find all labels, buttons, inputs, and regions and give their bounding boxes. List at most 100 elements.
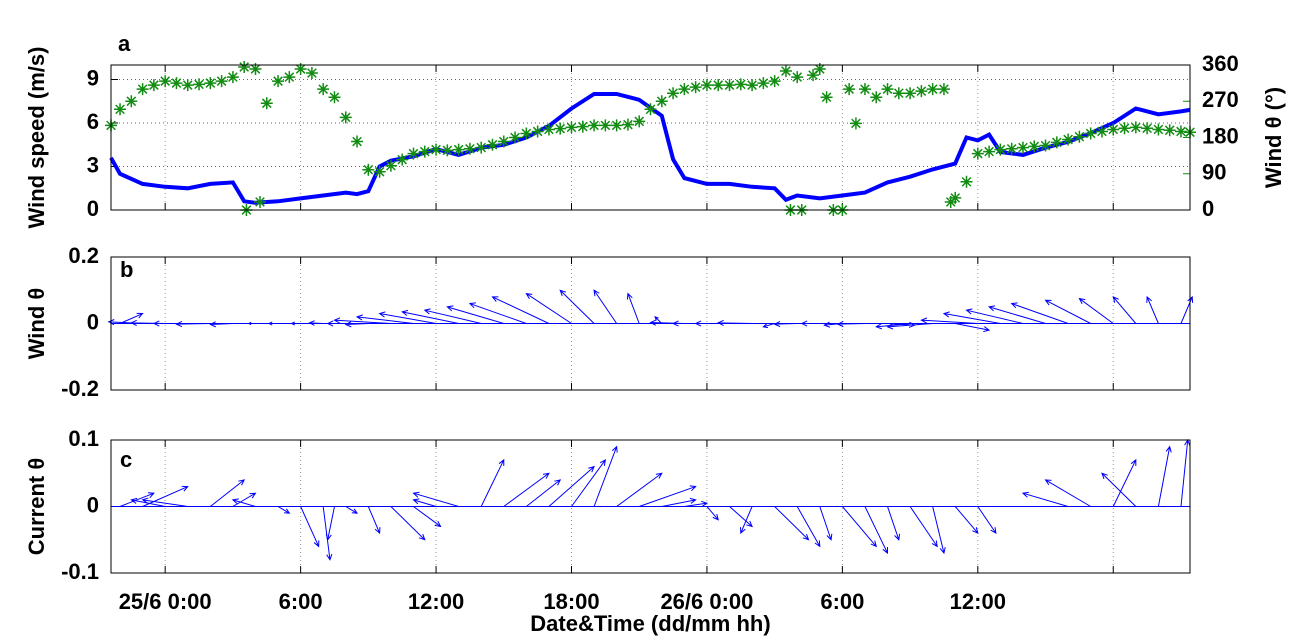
direction-marker — [159, 75, 172, 88]
vector-arrow — [1044, 299, 1091, 324]
vector-arrow — [390, 506, 426, 541]
vector-arrow — [231, 498, 256, 507]
direction-marker — [807, 69, 820, 82]
vector-arrow — [661, 497, 697, 507]
vector-arrow — [864, 506, 889, 555]
y-tick-label: 3 — [87, 152, 99, 177]
direction-marker — [1141, 122, 1154, 135]
vector-arrow — [706, 506, 719, 521]
y2-tick-label: 360 — [1202, 51, 1239, 76]
direction-marker — [1062, 133, 1075, 146]
x-tick-label: 12:00 — [408, 589, 464, 614]
vector-arrow — [559, 289, 595, 324]
vector-arrow — [1021, 491, 1069, 507]
direction-marker — [238, 61, 251, 74]
vector-arrow — [480, 458, 505, 507]
vector-arrow — [367, 506, 381, 535]
vector-arrow — [1157, 445, 1172, 507]
vector-arrow — [1101, 472, 1137, 507]
direction-marker — [193, 78, 206, 91]
vector-arrow — [942, 311, 1001, 324]
direction-marker — [565, 121, 578, 134]
direction-marker — [983, 145, 996, 158]
x-tick-label: 6:00 — [279, 589, 323, 614]
vector-arrow — [548, 465, 595, 507]
x-tick-label: 12:00 — [950, 589, 1006, 614]
vector-arrow — [909, 506, 938, 548]
vector-arrow — [446, 305, 504, 324]
direction-marker — [384, 159, 397, 172]
vector-arrow — [1112, 296, 1137, 324]
vector-arrow — [886, 323, 933, 330]
vector-arrow — [325, 506, 335, 541]
vector-arrow — [277, 506, 291, 514]
plot-frame — [110, 64, 1191, 211]
direction-marker — [475, 141, 488, 154]
y2-tick-label: 180 — [1202, 123, 1239, 148]
vector-arrow — [987, 305, 1046, 324]
vector-arrow — [232, 492, 257, 507]
vector-arrow — [762, 323, 775, 329]
vector-arrow — [322, 506, 333, 561]
direction-marker — [1095, 125, 1108, 138]
direction-marker — [328, 91, 341, 104]
vector-arrow — [729, 506, 753, 528]
plot-frame — [110, 256, 1191, 391]
vector-arrow — [412, 498, 437, 507]
vector-arrow — [300, 506, 320, 548]
direction-marker — [497, 135, 510, 148]
vector-arrow — [616, 472, 663, 507]
panel-label: c — [120, 447, 132, 472]
vector-arrow — [1146, 295, 1159, 324]
direction-marker — [430, 143, 443, 156]
direction-marker — [870, 91, 883, 104]
direction-marker — [689, 81, 702, 94]
y-tick-label: 0 — [87, 492, 99, 517]
vector-arrow — [355, 314, 414, 324]
y-tick-label: 0.2 — [68, 243, 99, 268]
direction-marker — [253, 195, 266, 208]
vector-arrow — [639, 485, 697, 507]
direction-marker — [317, 83, 330, 96]
direction-marker — [926, 83, 939, 96]
direction-marker — [351, 135, 364, 148]
y-tick-label: -0.2 — [61, 376, 99, 401]
vector-arrow — [378, 311, 437, 324]
direction-marker — [849, 117, 862, 130]
vector-arrow — [119, 312, 144, 324]
x-tick-label: 26/6 0:00 — [660, 589, 753, 614]
y-tick-label: 9 — [87, 65, 99, 90]
direction-marker — [1163, 124, 1176, 137]
direction-marker — [904, 87, 917, 100]
direction-marker — [621, 118, 634, 131]
direction-marker — [226, 71, 239, 84]
direction-marker — [396, 153, 409, 166]
vector-arrow — [210, 479, 246, 507]
y-tick-label: 0.1 — [68, 426, 99, 451]
direction-marker — [892, 87, 905, 100]
y-axis-label: Wind speed (m/s) — [24, 47, 49, 229]
vector-arrow — [875, 323, 911, 330]
direction-marker — [215, 75, 228, 88]
vector-arrow — [649, 319, 685, 326]
vector-arrow — [503, 472, 550, 507]
direction-marker — [283, 71, 296, 84]
x-tick-label: 25/6 0:00 — [119, 589, 212, 614]
direction-marker — [147, 79, 160, 92]
vector-arrow — [333, 317, 391, 324]
direction-marker — [1016, 141, 1029, 154]
vector-arrow — [773, 320, 798, 328]
direction-marker — [791, 71, 804, 84]
x-tick-label: 18:00 — [543, 589, 599, 614]
vector-arrow — [209, 321, 233, 328]
direction-marker — [644, 103, 657, 116]
vector-arrow — [932, 506, 946, 555]
vector-arrow — [423, 308, 482, 324]
vector-arrow — [1078, 297, 1114, 324]
vector-arrow — [977, 506, 997, 535]
x-tick-label: 6:00 — [820, 589, 864, 614]
direction-marker — [362, 163, 375, 176]
direction-marker — [204, 77, 217, 90]
vector-arrow — [412, 491, 459, 507]
